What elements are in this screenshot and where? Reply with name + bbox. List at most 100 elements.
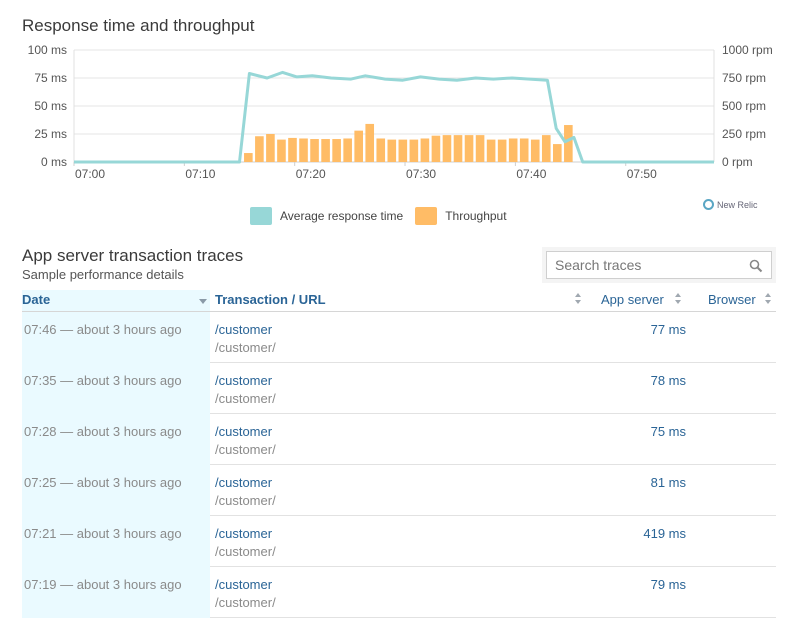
legend-swatch-response-time <box>250 207 272 225</box>
app-server-time[interactable]: 77 ms <box>650 322 686 337</box>
throughput-bar <box>553 144 562 162</box>
new-relic-icon <box>703 199 714 210</box>
throughput-bar <box>464 135 474 162</box>
trace-date: 07:46 — about 3 hours ago <box>24 322 182 337</box>
response-throughput-chart: 100 ms 1000 rpm 75 ms 750 rpm 50 ms 500 rpm 25… <box>28 43 773 181</box>
table-row[interactable]: 07:25 — about 3 hours ago /customer /cus… <box>22 465 776 516</box>
table-row[interactable]: 07:46 — about 3 hours ago /customer /cus… <box>22 312 776 363</box>
throughput-bar <box>486 139 496 162</box>
throughput-bar <box>508 138 518 162</box>
transaction-link[interactable]: /customer <box>215 373 273 388</box>
throughput-bar <box>519 138 529 162</box>
table-row[interactable]: 07:28 — about 3 hours ago /customer /cus… <box>22 414 776 465</box>
new-relic-logo: New Relic <box>703 199 758 210</box>
transaction-path: /customer/ <box>215 493 276 508</box>
search-traces <box>542 247 776 283</box>
transaction-link[interactable]: /customer <box>215 322 273 337</box>
traces-subtitle: Sample performance details <box>22 267 184 282</box>
new-relic-label: New Relic <box>717 199 758 210</box>
column-header-app-server[interactable]: App server <box>601 292 664 307</box>
transaction-link[interactable]: /customer <box>215 475 273 490</box>
throughput-bar <box>365 123 375 162</box>
throughput-bar <box>453 135 463 162</box>
column-header-browser[interactable]: Browser <box>708 292 756 307</box>
trace-date: 07:35 — about 3 hours ago <box>24 373 182 388</box>
sort-transaction-icon[interactable] <box>575 293 582 305</box>
throughput-bar <box>387 139 397 162</box>
date-cell <box>22 414 210 465</box>
table-row[interactable]: 07:35 — about 3 hours ago /customer /cus… <box>22 363 776 414</box>
app-server-time[interactable]: 81 ms <box>650 475 686 490</box>
column-header-browser-label: Browser <box>708 292 756 307</box>
app-server-time[interactable]: 78 ms <box>650 373 686 388</box>
app-server-time[interactable]: 79 ms <box>650 577 686 592</box>
throughput-bar <box>541 135 551 162</box>
column-header-date-label: Date <box>22 292 51 307</box>
x-tick-label: 07:00 <box>75 167 105 181</box>
y-left-tick-label: 75 ms <box>34 71 67 85</box>
throughput-bar <box>442 135 452 162</box>
x-tick-label: 07:20 <box>296 167 326 181</box>
throughput-bar <box>310 139 319 162</box>
search-input[interactable] <box>547 252 771 278</box>
throughput-bar <box>288 137 297 162</box>
search-box <box>546 251 772 279</box>
column-header-transaction-label: Transaction / URL <box>215 292 326 307</box>
throughput-bar <box>332 139 341 162</box>
x-tick-label: 07:10 <box>185 167 215 181</box>
y-left-tick-label: 0 ms <box>41 155 67 169</box>
date-cell <box>22 312 210 363</box>
app-server-time[interactable]: 75 ms <box>650 424 686 439</box>
table-header: Date Transaction / URL App server Browse… <box>22 290 776 312</box>
throughput-bar <box>277 139 286 162</box>
legend-label-throughput: Throughput <box>445 209 507 223</box>
throughput-bar <box>376 138 386 162</box>
trace-date: 07:25 — about 3 hours ago <box>24 475 182 490</box>
x-tick-label: 07:40 <box>516 167 546 181</box>
sort-app-server-icon[interactable] <box>675 293 682 305</box>
traces-title: App server transaction traces <box>22 246 244 265</box>
traces-table: Date Transaction / URL App server Browse… <box>22 290 776 618</box>
trace-date: 07:19 — about 3 hours ago <box>24 577 182 592</box>
y-right-tick-label: 1000 rpm <box>722 43 773 57</box>
throughput-bar <box>564 125 573 162</box>
chart-title: Response time and throughput <box>22 16 255 35</box>
throughput-bar <box>354 130 363 162</box>
sort-browser-icon[interactable] <box>765 293 772 305</box>
transaction-path: /customer/ <box>215 442 276 457</box>
column-header-app-server-label: App server <box>601 292 664 307</box>
throughput-bar <box>244 153 253 162</box>
y-right-tick-label: 750 rpm <box>722 71 766 85</box>
table-row[interactable]: 07:21 — about 3 hours ago /customer /cus… <box>22 516 776 567</box>
transaction-link[interactable]: /customer <box>215 526 273 541</box>
y-left-tick-label: 50 ms <box>34 99 67 113</box>
chart-legend: Average response time Throughput <box>250 207 519 225</box>
search-icon[interactable] <box>749 259 763 273</box>
app-server-time[interactable]: 419 ms <box>643 526 686 541</box>
throughput-bar <box>475 135 485 162</box>
date-cell <box>22 516 210 567</box>
legend-item-throughput[interactable]: Throughput <box>415 207 507 225</box>
column-header-date[interactable]: Date <box>22 290 210 311</box>
transaction-link[interactable]: /customer <box>215 577 273 592</box>
throughput-bar <box>409 139 419 162</box>
legend-swatch-throughput <box>415 207 438 225</box>
legend-item-response-time[interactable]: Average response time <box>250 207 403 225</box>
throughput-bar <box>266 134 275 162</box>
throughput-bar <box>420 138 430 162</box>
trace-date: 07:21 — about 3 hours ago <box>24 526 182 541</box>
throughput-bar <box>299 138 308 162</box>
transaction-path: /customer/ <box>215 595 276 610</box>
transaction-link[interactable]: /customer <box>215 424 273 439</box>
transaction-path: /customer/ <box>215 544 276 559</box>
legend-label-response-time: Average response time <box>280 209 404 223</box>
sort-desc-icon <box>199 299 207 304</box>
throughput-bar <box>398 139 408 162</box>
column-header-transaction[interactable]: Transaction / URL <box>215 292 326 307</box>
y-right-tick-label: 250 rpm <box>722 127 766 141</box>
transaction-path: /customer/ <box>215 391 276 406</box>
throughput-bar <box>255 136 264 162</box>
throughput-bar <box>343 138 352 162</box>
y-right-tick-label: 500 rpm <box>722 99 766 113</box>
table-row[interactable]: 07:19 — about 3 hours ago /customer /cus… <box>22 567 776 618</box>
